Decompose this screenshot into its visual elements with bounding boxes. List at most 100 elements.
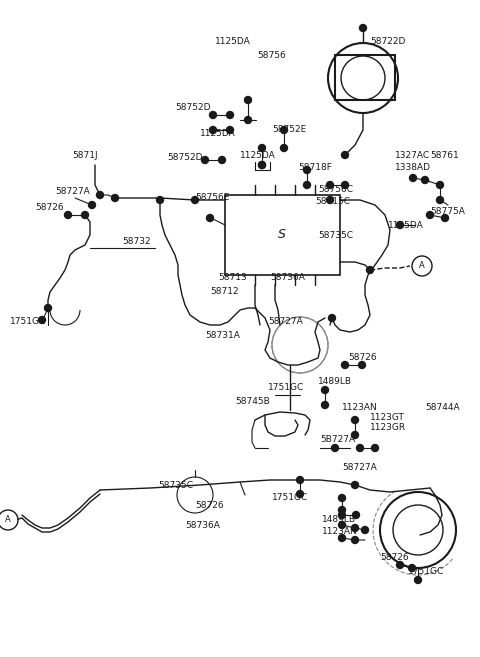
Text: 58732: 58732 [122, 237, 151, 246]
Circle shape [338, 495, 346, 501]
Text: 1125DA: 1125DA [388, 221, 424, 229]
Circle shape [96, 191, 104, 198]
Text: 58712: 58712 [210, 288, 239, 296]
Circle shape [111, 194, 119, 202]
Text: 58713: 58713 [218, 273, 247, 283]
Circle shape [338, 535, 346, 541]
Circle shape [326, 196, 334, 204]
Circle shape [38, 317, 46, 323]
Text: 1751GC: 1751GC [408, 568, 444, 576]
Text: 58727A: 58727A [268, 317, 303, 327]
Circle shape [303, 166, 311, 173]
Circle shape [359, 361, 365, 369]
Text: 58722D: 58722D [370, 37, 406, 47]
Text: 58715C: 58715C [315, 198, 350, 206]
Circle shape [332, 445, 338, 451]
Circle shape [303, 181, 311, 189]
Circle shape [351, 537, 359, 543]
Circle shape [280, 127, 288, 133]
Circle shape [338, 512, 346, 518]
Circle shape [280, 145, 288, 152]
Text: 58735C: 58735C [158, 480, 193, 489]
Text: A: A [5, 516, 11, 524]
Circle shape [341, 152, 348, 158]
Circle shape [209, 112, 216, 118]
Text: 1125DA: 1125DA [215, 37, 251, 47]
Text: 1751GC: 1751GC [268, 384, 304, 392]
Circle shape [88, 202, 96, 208]
Circle shape [322, 386, 328, 394]
Circle shape [64, 212, 72, 219]
Circle shape [202, 156, 208, 164]
Text: 58727A: 58727A [342, 463, 377, 472]
Text: 5871J: 5871J [72, 150, 97, 160]
Circle shape [218, 156, 226, 164]
Circle shape [357, 445, 363, 451]
Text: 1123GR: 1123GR [370, 424, 406, 432]
Text: 58736A: 58736A [185, 520, 220, 530]
Circle shape [436, 196, 444, 204]
Text: 58735C: 58735C [318, 231, 353, 240]
Circle shape [259, 162, 265, 168]
Text: 58756E: 58756E [195, 194, 229, 202]
Circle shape [352, 512, 360, 518]
Circle shape [351, 432, 359, 438]
Text: 58756: 58756 [257, 51, 286, 60]
Circle shape [192, 196, 199, 204]
Circle shape [338, 507, 346, 514]
Circle shape [322, 401, 328, 409]
Text: A: A [419, 261, 425, 271]
Text: 58731A: 58731A [205, 330, 240, 340]
Text: 58726: 58726 [380, 553, 408, 562]
Circle shape [351, 482, 359, 489]
Text: 1751GC: 1751GC [272, 493, 308, 503]
Text: 58752D: 58752D [167, 154, 203, 162]
Circle shape [367, 267, 373, 273]
Text: 58718F: 58718F [298, 164, 332, 173]
Circle shape [338, 522, 346, 528]
Text: 58727A: 58727A [55, 187, 90, 196]
Text: 58726: 58726 [348, 353, 377, 363]
Circle shape [415, 576, 421, 583]
Text: 58726: 58726 [195, 501, 224, 509]
Circle shape [408, 564, 416, 572]
Circle shape [259, 145, 265, 152]
Text: 5B727A: 5B727A [320, 436, 355, 445]
Text: 1338AD: 1338AD [395, 162, 431, 171]
Circle shape [341, 181, 348, 189]
Text: 1125DA: 1125DA [200, 129, 236, 137]
Circle shape [396, 562, 404, 568]
Text: 58736A: 58736A [270, 273, 305, 283]
Circle shape [227, 112, 233, 118]
Text: 58756C: 58756C [318, 185, 353, 194]
Circle shape [227, 127, 233, 133]
Circle shape [82, 212, 88, 219]
Text: 58775A: 58775A [430, 208, 465, 217]
Text: 58744A: 58744A [425, 403, 460, 413]
Circle shape [351, 524, 359, 532]
Text: 1327AC: 1327AC [395, 150, 430, 160]
Circle shape [360, 24, 367, 32]
Circle shape [361, 526, 369, 533]
Circle shape [244, 97, 252, 104]
Circle shape [436, 181, 444, 189]
Circle shape [341, 361, 348, 369]
Text: 58752D: 58752D [175, 104, 211, 112]
Text: 1751GC: 1751GC [10, 317, 46, 327]
Circle shape [372, 445, 379, 451]
Circle shape [409, 175, 417, 181]
Text: 1125DA: 1125DA [240, 150, 276, 160]
Text: 1489LB: 1489LB [322, 516, 356, 524]
Text: 58761: 58761 [430, 150, 459, 160]
Circle shape [421, 177, 429, 183]
Circle shape [259, 162, 265, 168]
Text: 58752E: 58752E [272, 125, 306, 135]
Text: 1123AN: 1123AN [342, 403, 378, 413]
Text: 1489LB: 1489LB [318, 378, 352, 386]
Text: 58745B: 58745B [235, 397, 270, 407]
Circle shape [396, 221, 404, 229]
Circle shape [351, 417, 359, 424]
Text: S: S [278, 229, 286, 242]
Circle shape [156, 196, 164, 204]
Bar [225, 195, 340, 275]
